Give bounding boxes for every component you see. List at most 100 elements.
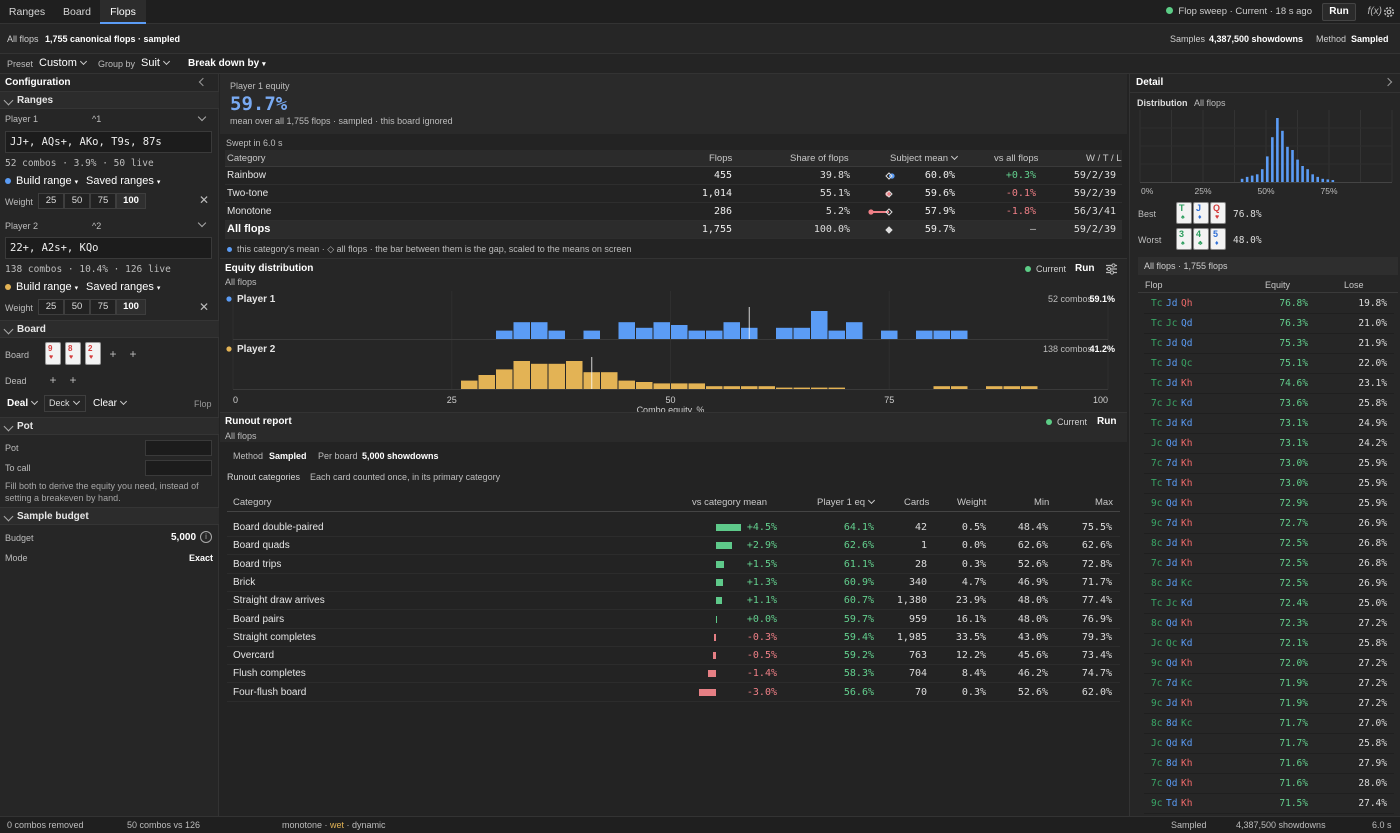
flop-row[interactable]: 9c Td Kh 71.5% 27.4% bbox=[1144, 794, 1394, 814]
col-flop[interactable]: Flop bbox=[1145, 280, 1163, 290]
weight-25-button[interactable]: 25 bbox=[38, 299, 64, 315]
add-dead-card-icon[interactable]: + bbox=[69, 373, 77, 387]
flop-row[interactable]: 9c 7d Kh 72.7% 26.9% bbox=[1144, 514, 1394, 534]
flop-row[interactable]: 9c Jd Kh 71.9% 27.2% bbox=[1144, 694, 1394, 714]
chevron-right-icon[interactable] bbox=[1383, 77, 1393, 87]
chevron-down-icon[interactable] bbox=[197, 112, 207, 122]
preset-select[interactable]: Custom bbox=[39, 57, 87, 69]
saved-ranges-button[interactable]: Saved ranges ▾ bbox=[86, 281, 160, 293]
col-player1-eq[interactable]: Player 1 eq bbox=[817, 496, 876, 508]
deck-select[interactable]: Deck bbox=[44, 395, 86, 412]
col-subject-mean[interactable]: Subject mean bbox=[890, 152, 959, 164]
weight-75-button[interactable]: 75 bbox=[90, 193, 116, 209]
category-row[interactable]: Monotone 286 5.2% 57.9% -1.8% 56/3/41 bbox=[225, 203, 1122, 221]
flop-row[interactable]: 7c Qd Kh 71.6% 28.0% bbox=[1144, 774, 1394, 794]
runout-row[interactable]: Straight draw arrives +1.1% 60.7% 1,380 23.9… bbox=[227, 592, 1120, 611]
build-range-button[interactable]: Build range ▾ bbox=[16, 175, 78, 187]
flop-row[interactable]: Jc Qd Kh 73.1% 24.2% bbox=[1144, 434, 1394, 454]
board-card[interactable]: 2 ♥ bbox=[85, 342, 101, 365]
gear-icon[interactable] bbox=[1382, 5, 1396, 19]
build-range-button[interactable]: Build range ▾ bbox=[16, 281, 78, 293]
ranges-section-header[interactable]: Ranges bbox=[0, 91, 219, 109]
flop-row[interactable]: Tc Jd Kd 73.1% 24.9% bbox=[1144, 414, 1394, 434]
flop-row[interactable]: 7c Jc Kd 73.6% 25.8% bbox=[1144, 394, 1394, 414]
sliders-icon[interactable] bbox=[1105, 263, 1118, 275]
collapse-icon[interactable] bbox=[198, 77, 208, 87]
weight-100-button[interactable]: 100 bbox=[116, 193, 146, 209]
runout-row[interactable]: Board double-paired +4.5% 64.1% 42 0.5% 48.4%… bbox=[227, 519, 1120, 537]
player1-range-input[interactable]: JJ+, AQs+, AKo, T9s, 87s bbox=[5, 131, 212, 153]
deal-button[interactable]: Deal bbox=[7, 397, 39, 409]
flop-row[interactable]: 9c Qd Kh 72.9% 25.9% bbox=[1144, 494, 1394, 514]
flop-row[interactable]: Tc Jc Kd 72.4% 25.0% bbox=[1144, 594, 1394, 614]
budget-value[interactable]: 5,000 bbox=[171, 532, 197, 543]
mode-value[interactable]: Exact bbox=[189, 553, 214, 563]
board-section-header[interactable]: Board bbox=[0, 320, 219, 338]
flop-row[interactable]: 7c 8d Kh 71.6% 27.9% bbox=[1144, 754, 1394, 774]
board-card[interactable]: 8 ♥ bbox=[65, 342, 81, 365]
flop-row[interactable]: 7c 7d Kh 73.0% 25.9% bbox=[1144, 454, 1394, 474]
category-row[interactable]: All flops 1,755 100.0% 59.7% — 59/2/39 bbox=[225, 221, 1122, 239]
add-dead-card-icon[interactable]: + bbox=[49, 373, 57, 387]
run-distribution-button[interactable]: Run bbox=[1075, 263, 1095, 274]
sample-budget-section-header[interactable]: Sample budget bbox=[0, 507, 219, 525]
weight-25-button[interactable]: 25 bbox=[38, 193, 64, 209]
category-row[interactable]: Rainbow 455 39.8% 60.0% +0.3% 59/2/39 bbox=[225, 167, 1122, 185]
flop-row[interactable]: 9c Qd Kh 72.0% 27.2% bbox=[1144, 654, 1394, 674]
flop-row[interactable]: Tc Jd Qc 75.1% 22.0% bbox=[1144, 354, 1394, 374]
runout-row[interactable]: Four-flush board -3.0% 56.6% 70 0.3% 52.6% 62.… bbox=[227, 684, 1120, 702]
chevron-down-icon[interactable] bbox=[197, 218, 207, 228]
flop-row[interactable]: 8c Qd Kh 72.3% 27.2% bbox=[1144, 614, 1394, 634]
runout-row[interactable]: Flush completes -1.4% 58.3% 704 8.4% 46.2% 74.… bbox=[227, 665, 1120, 684]
tab-ranges[interactable]: Ranges bbox=[8, 6, 46, 18]
tab-flops[interactable]: Flops bbox=[100, 0, 146, 24]
to-call-input[interactable] bbox=[145, 460, 212, 476]
pot-section-header[interactable]: Pot bbox=[0, 417, 219, 435]
col-flops[interactable]: Flops bbox=[709, 153, 733, 164]
group-select[interactable]: Suit bbox=[141, 57, 171, 69]
function-button[interactable]: f(x) bbox=[1367, 6, 1382, 17]
flop-row[interactable]: 8c Jd Kh 72.5% 26.8% bbox=[1144, 534, 1394, 554]
runout-row[interactable]: Straight completes -0.3% 59.4% 1,985 33.5% 43… bbox=[227, 629, 1120, 647]
saved-ranges-button[interactable]: Saved ranges ▾ bbox=[86, 175, 160, 187]
category-row[interactable]: Two-tone 1,014 55.1% 59.6% -0.1% 59/2/39 bbox=[225, 185, 1122, 203]
col-vs-all[interactable]: vs all flops bbox=[994, 153, 1039, 164]
col-runout-category[interactable]: Category bbox=[233, 497, 272, 508]
flop-row[interactable]: Jc Qc Kd 72.1% 25.8% bbox=[1144, 634, 1394, 654]
flop-row[interactable]: Jc Qd Kd 71.7% 25.8% bbox=[1144, 734, 1394, 754]
col-wtl[interactable]: W / T / L bbox=[1086, 153, 1122, 164]
run-runout-button[interactable]: Run bbox=[1097, 416, 1117, 427]
runout-row[interactable]: Board quads +2.9% 62.6% 1 0.0% 62.6% 62.6% bbox=[227, 537, 1120, 556]
runout-row[interactable]: Board trips +1.5% 61.1% 28 0.3% 52.6% 72.8% bbox=[227, 556, 1120, 574]
flop-row[interactable]: 7c Jd Kh 72.5% 26.8% bbox=[1144, 554, 1394, 574]
runout-row[interactable]: Board pairs +0.0% 59.7% 959 16.1% 48.0% 76.9% bbox=[227, 611, 1120, 629]
flop-row[interactable]: 8c 8d Kc 71.7% 27.0% bbox=[1144, 714, 1394, 734]
close-icon[interactable]: ✕ bbox=[199, 193, 210, 207]
pot-input[interactable] bbox=[145, 440, 212, 456]
col-min[interactable]: Min bbox=[1034, 497, 1050, 508]
weight-100-button[interactable]: 100 bbox=[116, 299, 146, 315]
tab-board[interactable]: Board bbox=[62, 6, 92, 18]
player2-range-input[interactable]: 22+, A2s+, KQo bbox=[5, 237, 212, 259]
col-category[interactable]: Category bbox=[227, 153, 266, 164]
close-icon[interactable]: ✕ bbox=[199, 300, 210, 314]
flop-row[interactable]: Tc Jd Qd 75.3% 21.9% bbox=[1144, 334, 1394, 354]
add-card-icon[interactable]: + bbox=[109, 347, 117, 361]
flop-row[interactable]: Tc Td Kh 73.0% 25.9% bbox=[1144, 474, 1394, 494]
board-card[interactable]: 9 ♥ bbox=[45, 342, 61, 365]
add-card-icon[interactable]: + bbox=[129, 347, 137, 361]
breakdown-select[interactable]: Break down by ▾ bbox=[188, 58, 266, 69]
col-vs-category-mean[interactable]: vs category mean bbox=[692, 497, 767, 508]
flop-row[interactable]: Tc Jc Qd 76.3% 21.0% bbox=[1144, 314, 1394, 334]
col-lose[interactable]: Lose bbox=[1344, 280, 1364, 290]
flop-row[interactable]: 7c 7d Kc 71.9% 27.2% bbox=[1144, 674, 1394, 694]
flop-row[interactable]: Tc Jd Kh 74.6% 23.1% bbox=[1144, 374, 1394, 394]
col-equity[interactable]: Equity bbox=[1265, 280, 1291, 290]
runout-row[interactable]: Brick +1.3% 60.9% 340 4.7% 46.9% 71.7% bbox=[227, 574, 1120, 592]
col-share[interactable]: Share of flops bbox=[790, 153, 849, 164]
weight-50-button[interactable]: 50 bbox=[64, 193, 90, 209]
runout-row[interactable]: Overcard -0.5% 59.2% 763 12.2% 45.6% 73.4% bbox=[227, 647, 1120, 666]
col-max[interactable]: Max bbox=[1095, 497, 1113, 508]
flop-row[interactable]: Tc Jd Qh 76.8% 19.8% bbox=[1144, 294, 1394, 314]
run-button[interactable]: Run bbox=[1322, 3, 1356, 21]
